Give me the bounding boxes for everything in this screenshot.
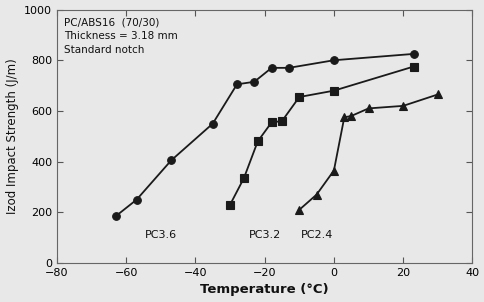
Y-axis label: Izod Impact Strength (J/m): Izod Impact Strength (J/m) [5, 58, 18, 214]
Text: PC3.2: PC3.2 [248, 230, 280, 240]
X-axis label: Temperature (°C): Temperature (°C) [200, 284, 328, 297]
Text: PC2.4: PC2.4 [300, 230, 332, 240]
Text: PC/ABS16  (70/30)
Thickness = 3.18 mm
Standard notch: PC/ABS16 (70/30) Thickness = 3.18 mm Sta… [64, 17, 177, 55]
Text: PC3.6: PC3.6 [144, 230, 177, 240]
